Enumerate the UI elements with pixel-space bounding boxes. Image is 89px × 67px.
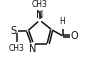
Text: S: S: [11, 26, 17, 36]
Text: O: O: [71, 31, 79, 41]
Text: N: N: [29, 44, 36, 54]
Text: CH3: CH3: [32, 0, 48, 9]
Text: CH3: CH3: [9, 44, 25, 53]
Text: H: H: [60, 17, 65, 26]
Text: N: N: [36, 10, 43, 20]
